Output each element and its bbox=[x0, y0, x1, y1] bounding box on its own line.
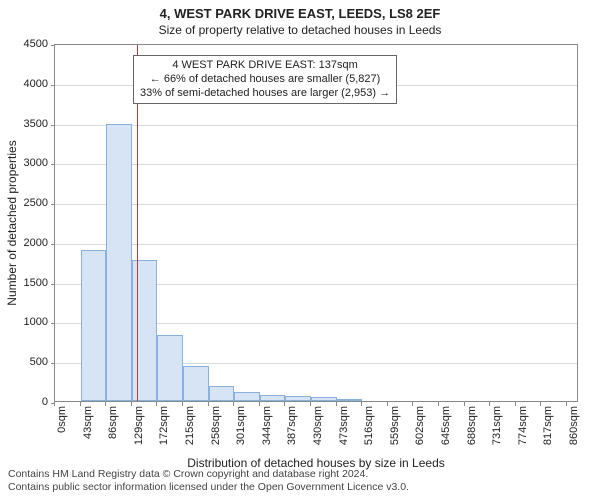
x-tick-label: 258sqm bbox=[210, 406, 222, 456]
histogram-bar bbox=[311, 397, 337, 401]
x-tick-mark bbox=[54, 402, 55, 406]
y-tick-label: 1500 bbox=[4, 277, 48, 289]
x-tick-mark bbox=[387, 402, 388, 406]
y-tick-mark bbox=[51, 204, 55, 205]
histogram-bar bbox=[106, 124, 132, 401]
x-tick-mark bbox=[438, 402, 439, 406]
y-tick-mark bbox=[51, 164, 55, 165]
x-tick-label: 172sqm bbox=[158, 406, 170, 456]
y-tick-label: 2500 bbox=[4, 197, 48, 209]
footer-attribution: Contains HM Land Registry data © Crown c… bbox=[8, 468, 409, 494]
footer-line-1: Contains HM Land Registry data © Crown c… bbox=[8, 468, 409, 481]
gridline-h bbox=[55, 244, 577, 245]
y-tick-mark bbox=[51, 85, 55, 86]
x-tick-label: 0sqm bbox=[56, 406, 68, 456]
y-tick-mark bbox=[51, 244, 55, 245]
x-tick-mark bbox=[259, 402, 260, 406]
histogram-bar bbox=[157, 335, 183, 401]
x-tick-label: 215sqm bbox=[184, 406, 196, 456]
y-tick-mark bbox=[51, 125, 55, 126]
gridline-h bbox=[55, 125, 577, 126]
x-tick-label: 817sqm bbox=[542, 406, 554, 456]
y-tick-label: 0 bbox=[4, 396, 48, 408]
y-tick-label: 4000 bbox=[4, 78, 48, 90]
x-tick-mark bbox=[464, 402, 465, 406]
x-tick-label: 43sqm bbox=[82, 406, 94, 456]
x-tick-label: 430sqm bbox=[312, 406, 324, 456]
y-tick-mark bbox=[51, 363, 55, 364]
x-tick-label: 860sqm bbox=[568, 406, 580, 456]
y-tick-mark bbox=[51, 284, 55, 285]
x-tick-mark bbox=[182, 402, 183, 406]
y-tick-label: 2000 bbox=[4, 237, 48, 249]
y-tick-label: 3500 bbox=[4, 118, 48, 130]
x-tick-label: 301sqm bbox=[235, 406, 247, 456]
x-tick-label: 559sqm bbox=[389, 406, 401, 456]
y-tick-label: 1000 bbox=[4, 316, 48, 328]
x-tick-label: 731sqm bbox=[491, 406, 503, 456]
x-tick-mark bbox=[336, 402, 337, 406]
histogram-bar bbox=[285, 396, 311, 401]
x-tick-label: 645sqm bbox=[440, 406, 452, 456]
y-tick-mark bbox=[51, 45, 55, 46]
histogram-bar bbox=[337, 399, 363, 401]
x-tick-mark bbox=[566, 402, 567, 406]
y-tick-label: 4500 bbox=[4, 38, 48, 50]
x-tick-label: 344sqm bbox=[261, 406, 273, 456]
histogram-bar bbox=[260, 395, 286, 401]
y-tick-label: 3000 bbox=[4, 157, 48, 169]
x-tick-label: 473sqm bbox=[338, 406, 350, 456]
annotation-line: 4 WEST PARK DRIVE EAST: 137sqm bbox=[140, 59, 390, 73]
x-tick-mark bbox=[310, 402, 311, 406]
annotation-line: ← 66% of detached houses are smaller (5,… bbox=[140, 73, 390, 87]
histogram-bar bbox=[81, 250, 107, 401]
x-tick-label: 516sqm bbox=[363, 406, 375, 456]
histogram-bar bbox=[234, 392, 260, 401]
x-tick-label: 774sqm bbox=[517, 406, 529, 456]
x-tick-label: 387sqm bbox=[286, 406, 298, 456]
gridline-h bbox=[55, 204, 577, 205]
x-tick-label: 86sqm bbox=[107, 406, 119, 456]
x-tick-mark bbox=[80, 402, 81, 406]
annotation-box: 4 WEST PARK DRIVE EAST: 137sqm← 66% of d… bbox=[133, 55, 397, 104]
x-tick-label: 602sqm bbox=[414, 406, 426, 456]
y-tick-label: 500 bbox=[4, 356, 48, 368]
plot-area: 4 WEST PARK DRIVE EAST: 137sqm← 66% of d… bbox=[54, 44, 578, 402]
x-tick-mark bbox=[208, 402, 209, 406]
histogram-bar bbox=[183, 366, 209, 401]
x-tick-mark bbox=[131, 402, 132, 406]
x-tick-mark bbox=[515, 402, 516, 406]
x-tick-label: 688sqm bbox=[466, 406, 478, 456]
x-tick-label: 129sqm bbox=[133, 406, 145, 456]
page-subtitle: Size of property relative to detached ho… bbox=[0, 21, 600, 41]
histogram-bar bbox=[209, 386, 235, 401]
annotation-line: 33% of semi-detached houses are larger (… bbox=[140, 87, 390, 101]
gridline-h bbox=[55, 164, 577, 165]
chart-container: Number of detached properties 4 WEST PAR… bbox=[54, 44, 578, 402]
y-tick-mark bbox=[51, 323, 55, 324]
footer-line-2: Contains public sector information licen… bbox=[8, 481, 409, 494]
page-title: 4, WEST PARK DRIVE EAST, LEEDS, LS8 2EF bbox=[0, 0, 600, 21]
